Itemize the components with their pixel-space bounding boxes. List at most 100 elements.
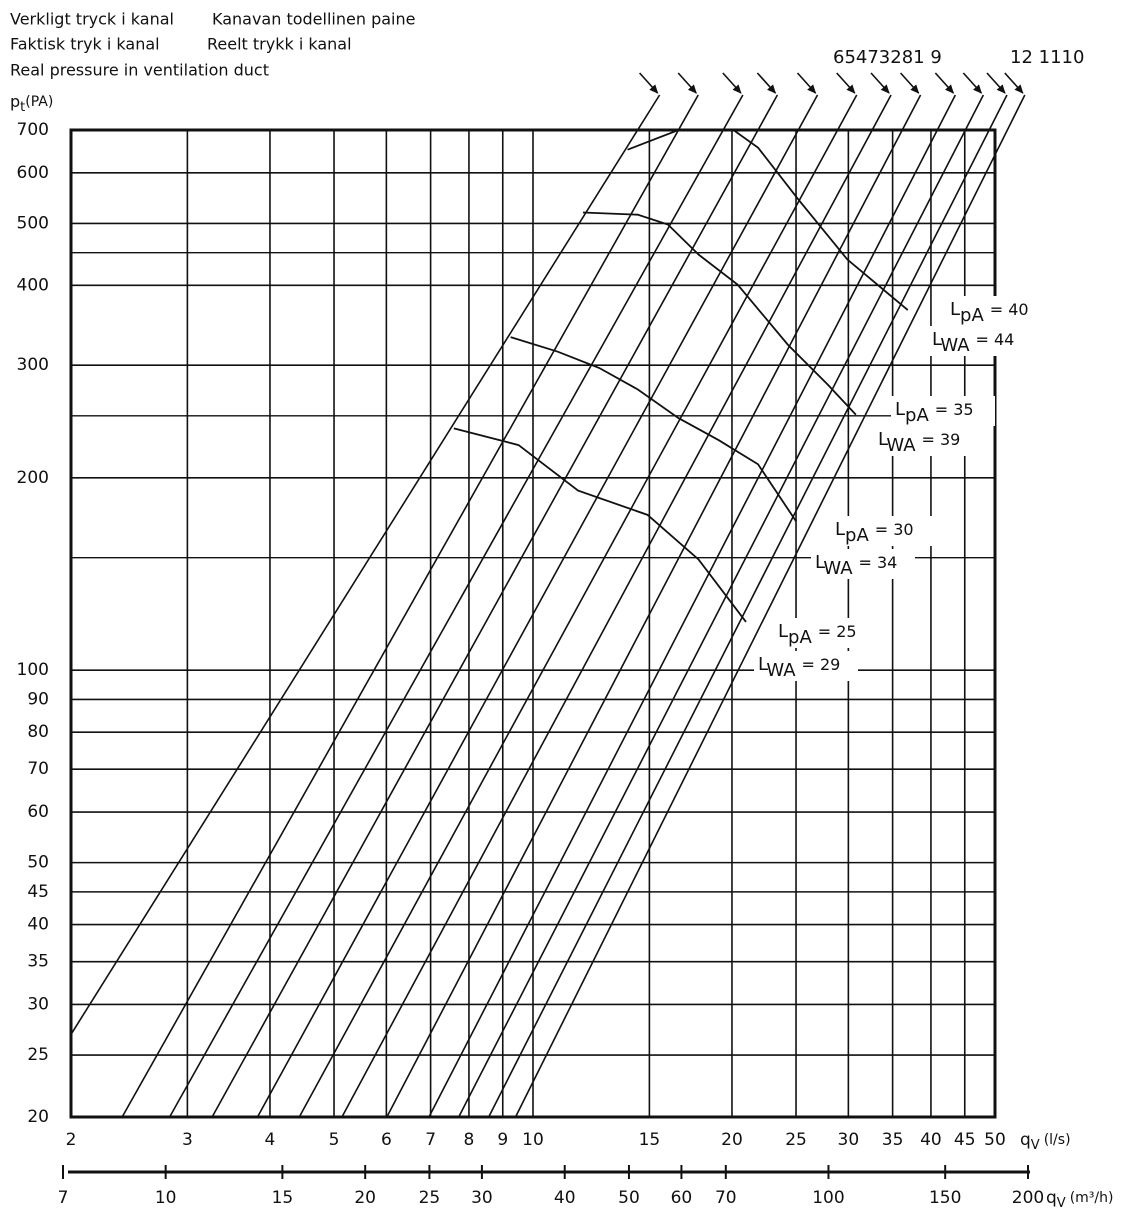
duct-lines [70, 72, 1026, 1118]
level-value: 39 [940, 430, 960, 449]
labels: Verkligt tryck i kanal Kanavan todellinen… [10, 10, 1113, 1211]
x2-tick-label: 60 [671, 1188, 693, 1208]
equals: = [802, 655, 815, 674]
level-sub: WA [940, 335, 970, 356]
y-tick-label: 300 [17, 355, 49, 375]
level-sub: WA [886, 435, 916, 456]
x-tick-label: 20 [721, 1130, 743, 1150]
line-arrow [722, 72, 742, 94]
y-tick-label: 20 [27, 1107, 49, 1127]
y-tick-label: 30 [27, 994, 49, 1014]
equals: = [922, 430, 935, 449]
line-numbers: 65473281 9 [833, 47, 942, 68]
sound-curve [627, 129, 909, 311]
level-value: 30 [893, 520, 913, 539]
y-label-sub: t [20, 100, 25, 115]
y-label-unit: (PA) [25, 94, 53, 110]
y-tick-label: 400 [17, 275, 49, 295]
label-background [831, 516, 935, 546]
y-axis-label: pt(PA) [10, 92, 53, 115]
sound-level-label: LpA = 25 [778, 621, 857, 648]
line-arrow [639, 72, 659, 94]
equals: = [875, 520, 888, 539]
x2-tick-label: 100 [812, 1188, 844, 1208]
x2-tick-label: 30 [471, 1188, 493, 1208]
sound-curve [453, 427, 747, 623]
x-label-symbol: q [1020, 1130, 1031, 1150]
title-line: Kanavan todellinen paine [212, 10, 415, 29]
x-tick-label: 35 [882, 1130, 904, 1150]
title-line: Real pressure in ventilation duct [10, 61, 269, 80]
sound-curves [453, 129, 909, 623]
sound-curve [510, 336, 797, 522]
y-tick-label: 40 [27, 915, 49, 935]
title-line: Faktisk tryk i kanal [10, 35, 160, 54]
x2-tick-label: 70 [715, 1188, 737, 1208]
x-tick-label: 9 [497, 1130, 508, 1150]
x-tick-label: 45 [954, 1130, 976, 1150]
x2-tick-label: 15 [272, 1188, 294, 1208]
equals: = [818, 622, 831, 641]
label-background [754, 651, 858, 681]
x-axis-label: qV (l/s) [1020, 1130, 1071, 1153]
x-tick-label: 10 [522, 1130, 544, 1150]
level-symbol: L [932, 329, 942, 350]
x-tick-label: 4 [265, 1130, 276, 1150]
label-background [774, 618, 878, 648]
level-value: 34 [877, 553, 897, 572]
y-tick-label: 60 [27, 802, 49, 822]
sound-level-label: LpA = 30 [835, 519, 914, 546]
y-tick-label: 45 [27, 882, 49, 902]
duct-line [256, 94, 819, 1118]
y-tick-label: 50 [27, 853, 49, 873]
y-label-symbol: p [10, 92, 20, 111]
sound-level-label: LpA = 40 [950, 299, 1029, 326]
x-label-sub: V [1031, 1138, 1040, 1153]
equals: = [859, 553, 872, 572]
level-symbol: L [758, 654, 768, 675]
level-sub: WA [766, 660, 796, 681]
level-symbol: L [835, 519, 845, 540]
duct-line [341, 94, 892, 1118]
line-arrow [756, 72, 777, 94]
x2-label-sub: V [1057, 1196, 1066, 1211]
level-symbol: L [878, 429, 888, 450]
level-symbol: L [895, 399, 905, 420]
x2-tick-label: 150 [929, 1188, 961, 1208]
y-tick-label: 25 [27, 1045, 49, 1065]
line-arrow [934, 72, 955, 94]
sound-level-label: LWA = 44 [932, 329, 1014, 356]
y-tick-label: 600 [17, 163, 49, 183]
sound-curve [582, 211, 857, 416]
x-tick-label: 7 [425, 1130, 436, 1150]
duct-line [121, 94, 699, 1118]
y-tick-label: 70 [27, 759, 49, 779]
level-value: 44 [994, 330, 1014, 349]
y-tick-label: 200 [17, 468, 49, 488]
grid [62, 128, 1030, 1179]
level-symbol: L [815, 552, 825, 573]
line-arrow [986, 72, 1006, 94]
label-background [811, 549, 915, 579]
x-tick-label: 6 [381, 1130, 392, 1150]
duct-line [514, 94, 1026, 1118]
x-tick-label: 15 [639, 1130, 661, 1150]
level-sub: WA [823, 558, 853, 579]
y-tick-label: 80 [27, 722, 49, 742]
level-sub: pA [905, 405, 929, 426]
level-symbol: L [950, 299, 960, 320]
x2-tick-label: 50 [618, 1188, 640, 1208]
duct-line [487, 94, 1008, 1118]
x2-tick-label: 10 [155, 1188, 177, 1208]
duct-line [386, 94, 922, 1118]
x2-tick-label: 7 [58, 1188, 69, 1208]
duct-line [70, 94, 661, 1035]
x-tick-label: 50 [984, 1130, 1006, 1150]
level-sub: pA [788, 627, 812, 648]
line-arrow [836, 72, 856, 94]
line-numbers: 12 1110 [1010, 47, 1084, 68]
duct-line [211, 94, 779, 1118]
sound-level-label: LWA = 29 [758, 654, 840, 681]
label-background [891, 396, 995, 426]
